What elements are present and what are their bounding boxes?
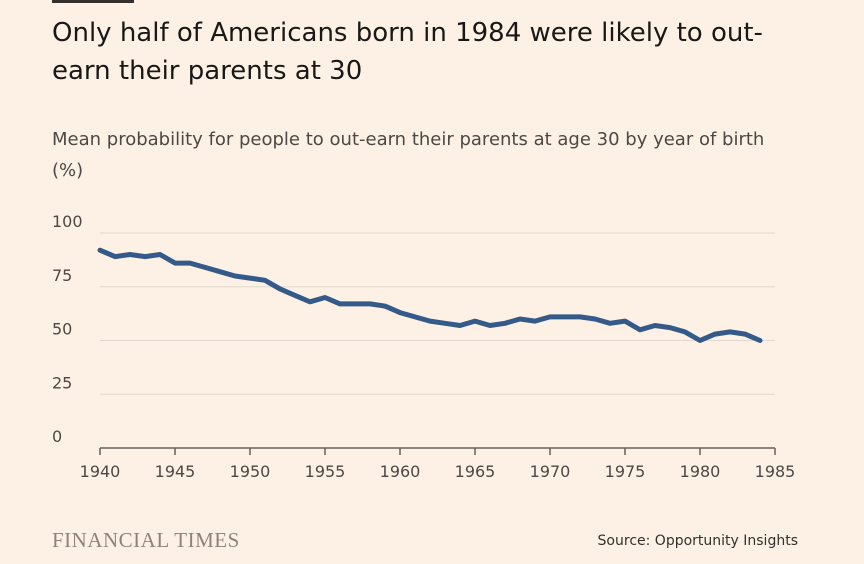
x-tick-label-1970: 1970 xyxy=(530,462,571,481)
ft-logo: FINANCIAL TIMES xyxy=(52,528,240,552)
x-axis: 1940 1945 1950 1955 1960 1965 1970 1975 1980 1985 xyxy=(80,447,796,481)
x-tick-label-1980: 1980 xyxy=(680,462,721,481)
y-tick-label-100: 100 xyxy=(52,212,83,231)
x-tick-label-1985: 1985 xyxy=(755,462,796,481)
chart-title: Only half of Americans born in 1984 were… xyxy=(52,18,763,86)
x-tick-label-1940: 1940 xyxy=(80,462,121,481)
y-axis: 0 25 50 75 100 xyxy=(52,212,83,446)
x-tick-label-1965: 1965 xyxy=(455,462,496,481)
x-tick-label-1960: 1960 xyxy=(380,462,421,481)
series-layer xyxy=(97,247,763,343)
x-tick-label-1945: 1945 xyxy=(155,462,196,481)
x-tick-label-1950: 1950 xyxy=(230,462,271,481)
source-note: Source: Opportunity Insights xyxy=(597,533,798,549)
x-tick-label-1975: 1975 xyxy=(605,462,646,481)
x-tick-label-1955: 1955 xyxy=(305,462,346,481)
chart-subtitle: Mean probability for people to out-earn … xyxy=(52,129,765,181)
series-line-0 xyxy=(97,247,763,343)
gridlines xyxy=(100,232,775,395)
y-tick-label-50: 50 xyxy=(52,320,72,339)
y-tick-label-0: 0 xyxy=(52,427,62,446)
y-tick-label-25: 25 xyxy=(52,373,72,392)
y-tick-label-75: 75 xyxy=(52,266,72,285)
top-rule xyxy=(52,0,134,3)
